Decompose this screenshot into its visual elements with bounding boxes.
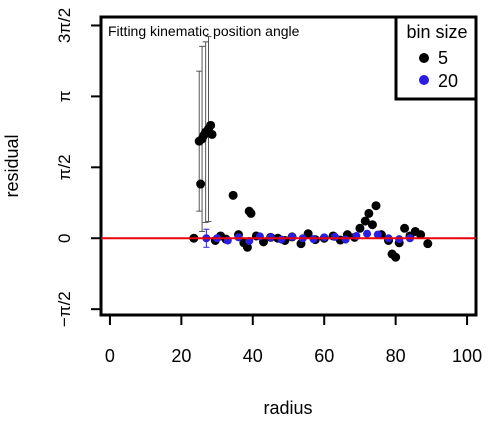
legend-marker-20 <box>419 75 429 85</box>
data-point-bin-5 <box>196 179 206 189</box>
data-point-bin-5 <box>242 242 252 252</box>
data-point-bin-5 <box>207 129 217 139</box>
data-point-bin-5 <box>355 223 365 233</box>
data-point-bin-5 <box>416 230 426 240</box>
x-tick-label: 20 <box>171 346 191 366</box>
data-point-bin-20 <box>277 235 286 244</box>
data-point-bin-20 <box>373 230 382 239</box>
y-axis: −π/2 0 π/2 π 3π/2 <box>55 8 101 327</box>
data-point-bin-5 <box>391 252 401 262</box>
data-point-bin-5 <box>364 208 374 218</box>
y-axis-label: residual <box>2 134 22 197</box>
y-tick-label: −π/2 <box>55 291 74 327</box>
y-tick-label: 3π/2 <box>55 8 74 43</box>
data-point-bin-5 <box>371 201 381 211</box>
legend-label-5: 5 <box>438 48 448 68</box>
x-axis: 0 20 40 60 80 100 <box>105 315 482 366</box>
legend-box <box>394 15 478 101</box>
data-point-bin-5 <box>423 239 433 249</box>
y-tick-label: π/2 <box>55 154 74 180</box>
data-point-bin-5 <box>228 190 238 200</box>
data-point-bin-20 <box>341 235 350 244</box>
y-tick-label: π <box>55 91 74 103</box>
data-point-bin-20 <box>288 232 297 241</box>
x-tick-label: 100 <box>452 346 482 366</box>
data-point-bin-5 <box>246 208 256 218</box>
data-point-bin-5 <box>360 216 370 226</box>
data-point-bin-5 <box>400 223 410 233</box>
y-tick-label: 0 <box>55 234 74 243</box>
data-point-bin-5 <box>367 220 377 230</box>
x-tick-label: 40 <box>243 346 263 366</box>
data-point-bin-20 <box>363 229 372 238</box>
x-tick-label: 0 <box>105 346 115 366</box>
legend: bin size 5 20 <box>394 15 478 101</box>
legend-marker-5 <box>419 53 429 63</box>
x-tick-label: 60 <box>314 346 334 366</box>
plot-area <box>101 35 476 262</box>
x-tick-label: 80 <box>386 346 406 366</box>
legend-label-20: 20 <box>438 71 458 91</box>
chart-title: Fitting kinematic position angle <box>108 23 300 39</box>
legend-title: bin size <box>406 22 467 42</box>
data-point-bin-20 <box>330 232 339 241</box>
plot-frame <box>99 15 478 317</box>
x-axis-label: radius <box>263 398 312 418</box>
data-point-bin-5 <box>206 120 216 130</box>
